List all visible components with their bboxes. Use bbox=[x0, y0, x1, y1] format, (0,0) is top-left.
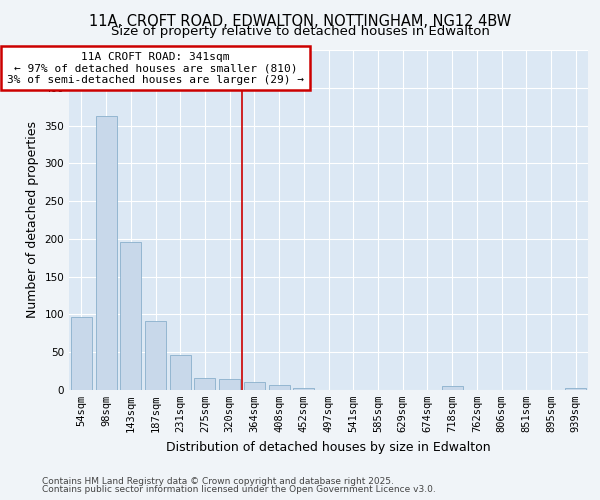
Y-axis label: Number of detached properties: Number of detached properties bbox=[26, 122, 39, 318]
X-axis label: Distribution of detached houses by size in Edwalton: Distribution of detached houses by size … bbox=[166, 440, 491, 454]
Text: Contains HM Land Registry data © Crown copyright and database right 2025.: Contains HM Land Registry data © Crown c… bbox=[42, 477, 394, 486]
Text: 11A CROFT ROAD: 341sqm
← 97% of detached houses are smaller (810)
3% of semi-det: 11A CROFT ROAD: 341sqm ← 97% of detached… bbox=[7, 52, 304, 84]
Text: 11A, CROFT ROAD, EDWALTON, NOTTINGHAM, NG12 4BW: 11A, CROFT ROAD, EDWALTON, NOTTINGHAM, N… bbox=[89, 14, 511, 29]
Bar bbox=[170, 355, 191, 390]
Bar bbox=[145, 321, 166, 390]
Bar bbox=[71, 316, 92, 390]
Bar bbox=[194, 378, 215, 390]
Text: Contains public sector information licensed under the Open Government Licence v3: Contains public sector information licen… bbox=[42, 485, 436, 494]
Bar bbox=[269, 384, 290, 390]
Bar bbox=[565, 388, 586, 390]
Bar bbox=[95, 116, 116, 390]
Bar bbox=[442, 386, 463, 390]
Text: Size of property relative to detached houses in Edwalton: Size of property relative to detached ho… bbox=[110, 25, 490, 38]
Bar bbox=[244, 382, 265, 390]
Bar bbox=[219, 380, 240, 390]
Bar bbox=[120, 242, 141, 390]
Bar bbox=[293, 388, 314, 390]
